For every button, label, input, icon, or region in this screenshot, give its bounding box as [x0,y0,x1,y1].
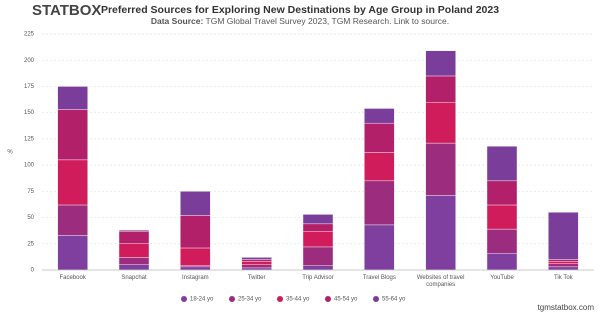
bar-segment [302,214,334,225]
bar-segment [486,146,518,182]
bar-segment [486,253,518,271]
bar-segment [57,235,88,271]
legend-label: 45-54 yo [334,297,358,303]
bar-segment [118,264,150,271]
bar-segment [425,142,456,196]
y-tick-label: 150 [24,110,35,116]
legend-label: 18-24 yo [190,297,214,303]
bar-segment [241,257,272,260]
x-tick-label: Twitter [247,275,266,281]
legend-label: 35-44 yo [286,297,310,303]
bar-segment [486,228,518,254]
bar-segment [548,266,579,271]
legend-label: 55-64 yo [382,297,406,303]
bar-segment [57,204,88,236]
bar-segment [364,224,395,271]
subtitle-label: Data Source: [151,16,204,26]
bar-segment [425,75,456,103]
bar-segment [364,180,395,226]
bar-segment [486,204,518,230]
y-tick-label: 75 [27,189,34,195]
legend-label: 25-34 yo [238,297,262,303]
bar-segment [425,195,456,271]
bar-segment [241,261,272,265]
chart-title: Preferred Sources for Exploring New Dest… [101,4,499,16]
y-tick-label: 175 [24,84,35,90]
bar-segment [118,243,150,258]
x-tick-label: Instagram [181,275,209,281]
bar-segment [57,159,88,206]
bar-segment [241,264,272,269]
subtitle-text: TGM Global Travel Survey 2023, TGM Resea… [206,16,450,26]
x-tick-label: Travel Blogs [362,275,396,281]
y-tick-label: 225 [24,32,35,38]
bar-segment [118,230,150,244]
bar-segment [364,122,395,153]
legend-marker [181,296,187,302]
legend-marker [325,296,331,302]
y-tick-label: 50 [27,215,34,221]
bar-segment [548,263,579,268]
bar-segment [57,86,88,110]
bar-segment [241,259,272,262]
footer: tgmstatbox.com [538,303,595,312]
legend-marker [373,296,379,302]
legend-marker [277,296,283,302]
bar-segment [302,223,334,232]
bar-segment [302,246,334,267]
bar-segment [425,50,456,77]
bar-segment [364,152,395,182]
y-tick-label: 200 [24,58,35,64]
bar-segment [548,212,579,260]
bar-segment [302,265,334,271]
bar-segment [118,229,150,232]
bar-segment [364,108,395,124]
y-tick-label: 125 [24,136,35,142]
x-tick-label: Trip Advisor [302,275,334,281]
x-tick-label: YouTube [490,275,514,281]
bar-segment [486,180,518,206]
bar-segment [180,247,211,267]
bar-segment [180,215,211,249]
bar-segment [302,230,334,248]
y-tick-label: 0 [31,268,35,274]
bar-segment [57,109,88,161]
x-tick-label: Snapchat [121,275,147,281]
bar-segment [548,261,579,264]
legend-marker [229,296,235,302]
bar-segment [180,266,211,271]
bar-segment [548,259,579,262]
y-tick-label: 25 [27,241,34,247]
x-tick-label: Facebook [59,275,86,281]
bar-segment [425,101,456,144]
x-tick-label: Tik Tok [553,275,573,281]
x-tick-label: Websites of travel companies [416,275,465,288]
logo: STATBOX [32,2,101,19]
y-axis-label: % [7,150,13,156]
bar-segment [180,191,211,216]
chart-subtitle: Data Source: TGM Global Travel Survey 20… [151,16,449,26]
y-tick-label: 100 [24,163,35,169]
bar-segment [118,257,150,265]
